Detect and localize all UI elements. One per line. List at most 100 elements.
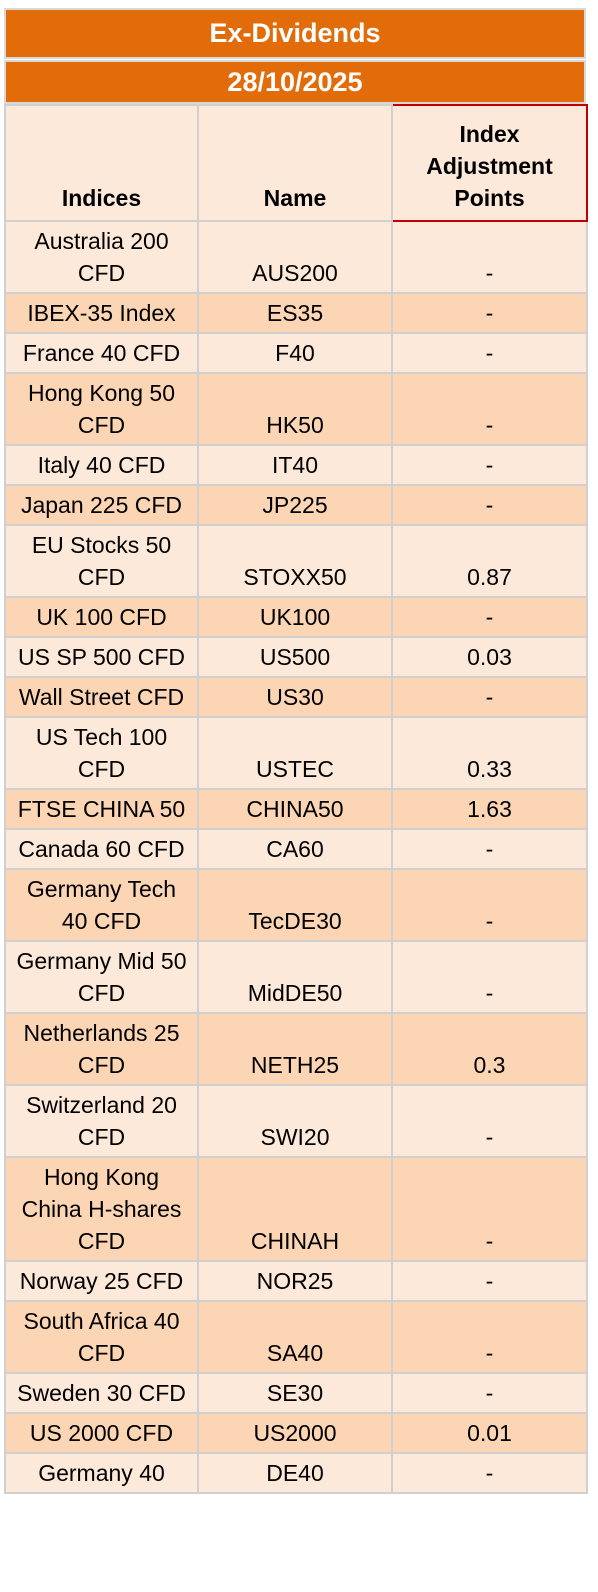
cell-index: Hong Kong China H-shares CFD xyxy=(4,1156,199,1262)
cell-points: - xyxy=(391,372,588,446)
cell-points: - xyxy=(391,292,588,334)
table-row: US 2000 CFD US2000 0.01 xyxy=(4,1412,588,1454)
cell-index: Switzerland 20 CFD xyxy=(4,1084,199,1158)
table-row: EU Stocks 50 CFD STOXX50 0.87 xyxy=(4,524,588,598)
cell-points: - xyxy=(391,1084,588,1158)
cell-index: Hong Kong 50 CFD xyxy=(4,372,199,446)
table-row: Norway 25 CFD NOR25- xyxy=(4,1260,588,1302)
table-row: US SP 500 CFD US500 0.03 xyxy=(4,636,588,678)
table-row: US Tech 100 CFD USTEC 0.33 xyxy=(4,716,588,790)
cell-points: - xyxy=(391,1156,588,1262)
title-banner: Ex-Dividends xyxy=(4,8,586,59)
cell-index: US Tech 100 CFD xyxy=(4,716,199,790)
cell-points: - xyxy=(391,828,588,870)
table-row: Hong Kong 50 CFD HK50- xyxy=(4,372,588,446)
column-header-adjustment: Index Adjustment Points xyxy=(391,104,588,222)
cell-index: EU Stocks 50 CFD xyxy=(4,524,199,598)
table-row: Italy 40 CFD IT40- xyxy=(4,444,588,486)
cell-points: - xyxy=(391,940,588,1014)
header-row: Indices Name Index Adjustment Points xyxy=(4,104,588,222)
cell-index: US 2000 CFD xyxy=(4,1412,199,1454)
cell-name: USTEC xyxy=(197,716,393,790)
cell-name: CHINA50 xyxy=(197,788,393,830)
cell-index: France 40 CFD xyxy=(4,332,199,374)
table-row: Wall Street CFD US30- xyxy=(4,676,588,718)
cell-name: AUS200 xyxy=(197,220,393,294)
cell-points: - xyxy=(391,676,588,718)
cell-index: Germany Tech 40 CFD xyxy=(4,868,199,942)
cell-index: Japan 225 CFD xyxy=(4,484,199,526)
cell-name: HK50 xyxy=(197,372,393,446)
cell-index: Germany Mid 50 CFD xyxy=(4,940,199,1014)
table-row: Netherlands 25 CFD NETH25 0.3 xyxy=(4,1012,588,1086)
cell-name: STOXX50 xyxy=(197,524,393,598)
cell-points: - xyxy=(391,1300,588,1374)
cell-index: IBEX-35 Index xyxy=(4,292,199,334)
cell-points: - xyxy=(391,1452,588,1494)
table-row: South Africa 40 CFD SA40- xyxy=(4,1300,588,1374)
table-row: Germany 40 DE40- xyxy=(4,1452,588,1494)
cell-points: 0.87 xyxy=(391,524,588,598)
table-row: Hong Kong China H-shares CFD CHINAH - xyxy=(4,1156,588,1262)
cell-name: US30 xyxy=(197,676,393,718)
cell-points: - xyxy=(391,444,588,486)
cell-name: CHINAH xyxy=(197,1156,393,1262)
cell-index: Germany 40 xyxy=(4,1452,199,1494)
column-header-name: Name xyxy=(197,104,393,222)
cell-name: TecDE30 xyxy=(197,868,393,942)
page-title: Ex-Dividends xyxy=(209,18,381,48)
table-row: Canada 60 CFD CA60- xyxy=(4,828,588,870)
ex-dividends-table: Indices Name Index Adjustment Points Aus… xyxy=(4,104,588,1494)
cell-points: 1.63 xyxy=(391,788,588,830)
cell-index: FTSE CHINA 50 xyxy=(4,788,199,830)
date-label: 28/10/2025 xyxy=(227,66,363,97)
cell-index: Norway 25 CFD xyxy=(4,1260,199,1302)
cell-points: - xyxy=(391,596,588,638)
cell-points: 0.03 xyxy=(391,636,588,678)
cell-name: SE30 xyxy=(197,1372,393,1414)
cell-points: - xyxy=(391,1372,588,1414)
table-row: France 40 CFD F40- xyxy=(4,332,588,374)
cell-index: South Africa 40 CFD xyxy=(4,1300,199,1374)
table-row: UK 100 CFD UK100- xyxy=(4,596,588,638)
table-row: Japan 225 CFD JP225- xyxy=(4,484,588,526)
cell-index: US SP 500 CFD xyxy=(4,636,199,678)
cell-index: Canada 60 CFD xyxy=(4,828,199,870)
cell-name: DE40 xyxy=(197,1452,393,1494)
cell-points: - xyxy=(391,332,588,374)
cell-points: 0.3 xyxy=(391,1012,588,1086)
cell-name: US500 xyxy=(197,636,393,678)
table-row: Switzerland 20 CFD SWI20- xyxy=(4,1084,588,1158)
cell-points: 0.33 xyxy=(391,716,588,790)
cell-index: Wall Street CFD xyxy=(4,676,199,718)
table-row: Germany Tech 40 CFD TecDE30- xyxy=(4,868,588,942)
date-banner: 28/10/2025 xyxy=(4,60,586,104)
cell-points: 0.01 xyxy=(391,1412,588,1454)
cell-points: - xyxy=(391,1260,588,1302)
cell-points: - xyxy=(391,484,588,526)
column-header-indices: Indices xyxy=(4,104,199,222)
cell-name: JP225 xyxy=(197,484,393,526)
cell-name: SA40 xyxy=(197,1300,393,1374)
cell-name: ES35 xyxy=(197,292,393,334)
table-row: Australia 200 CFD AUS200- xyxy=(4,220,588,294)
cell-name: SWI20 xyxy=(197,1084,393,1158)
cell-name: F40 xyxy=(197,332,393,374)
table-row: FTSE CHINA 50 CHINA50 1.63 xyxy=(4,788,588,830)
cell-name: UK100 xyxy=(197,596,393,638)
cell-index: Sweden 30 CFD xyxy=(4,1372,199,1414)
cell-name: MidDE50 xyxy=(197,940,393,1014)
cell-name: NETH25 xyxy=(197,1012,393,1086)
cell-name: US2000 xyxy=(197,1412,393,1454)
cell-index: Netherlands 25 CFD xyxy=(4,1012,199,1086)
cell-index: UK 100 CFD xyxy=(4,596,199,638)
cell-name: NOR25 xyxy=(197,1260,393,1302)
cell-points: - xyxy=(391,220,588,294)
cell-index: Australia 200 CFD xyxy=(4,220,199,294)
cell-index: Italy 40 CFD xyxy=(4,444,199,486)
table-row: Germany Mid 50 CFD MidDE50- xyxy=(4,940,588,1014)
cell-name: IT40 xyxy=(197,444,393,486)
cell-points: - xyxy=(391,868,588,942)
table-row: IBEX-35 Index ES35- xyxy=(4,292,588,334)
